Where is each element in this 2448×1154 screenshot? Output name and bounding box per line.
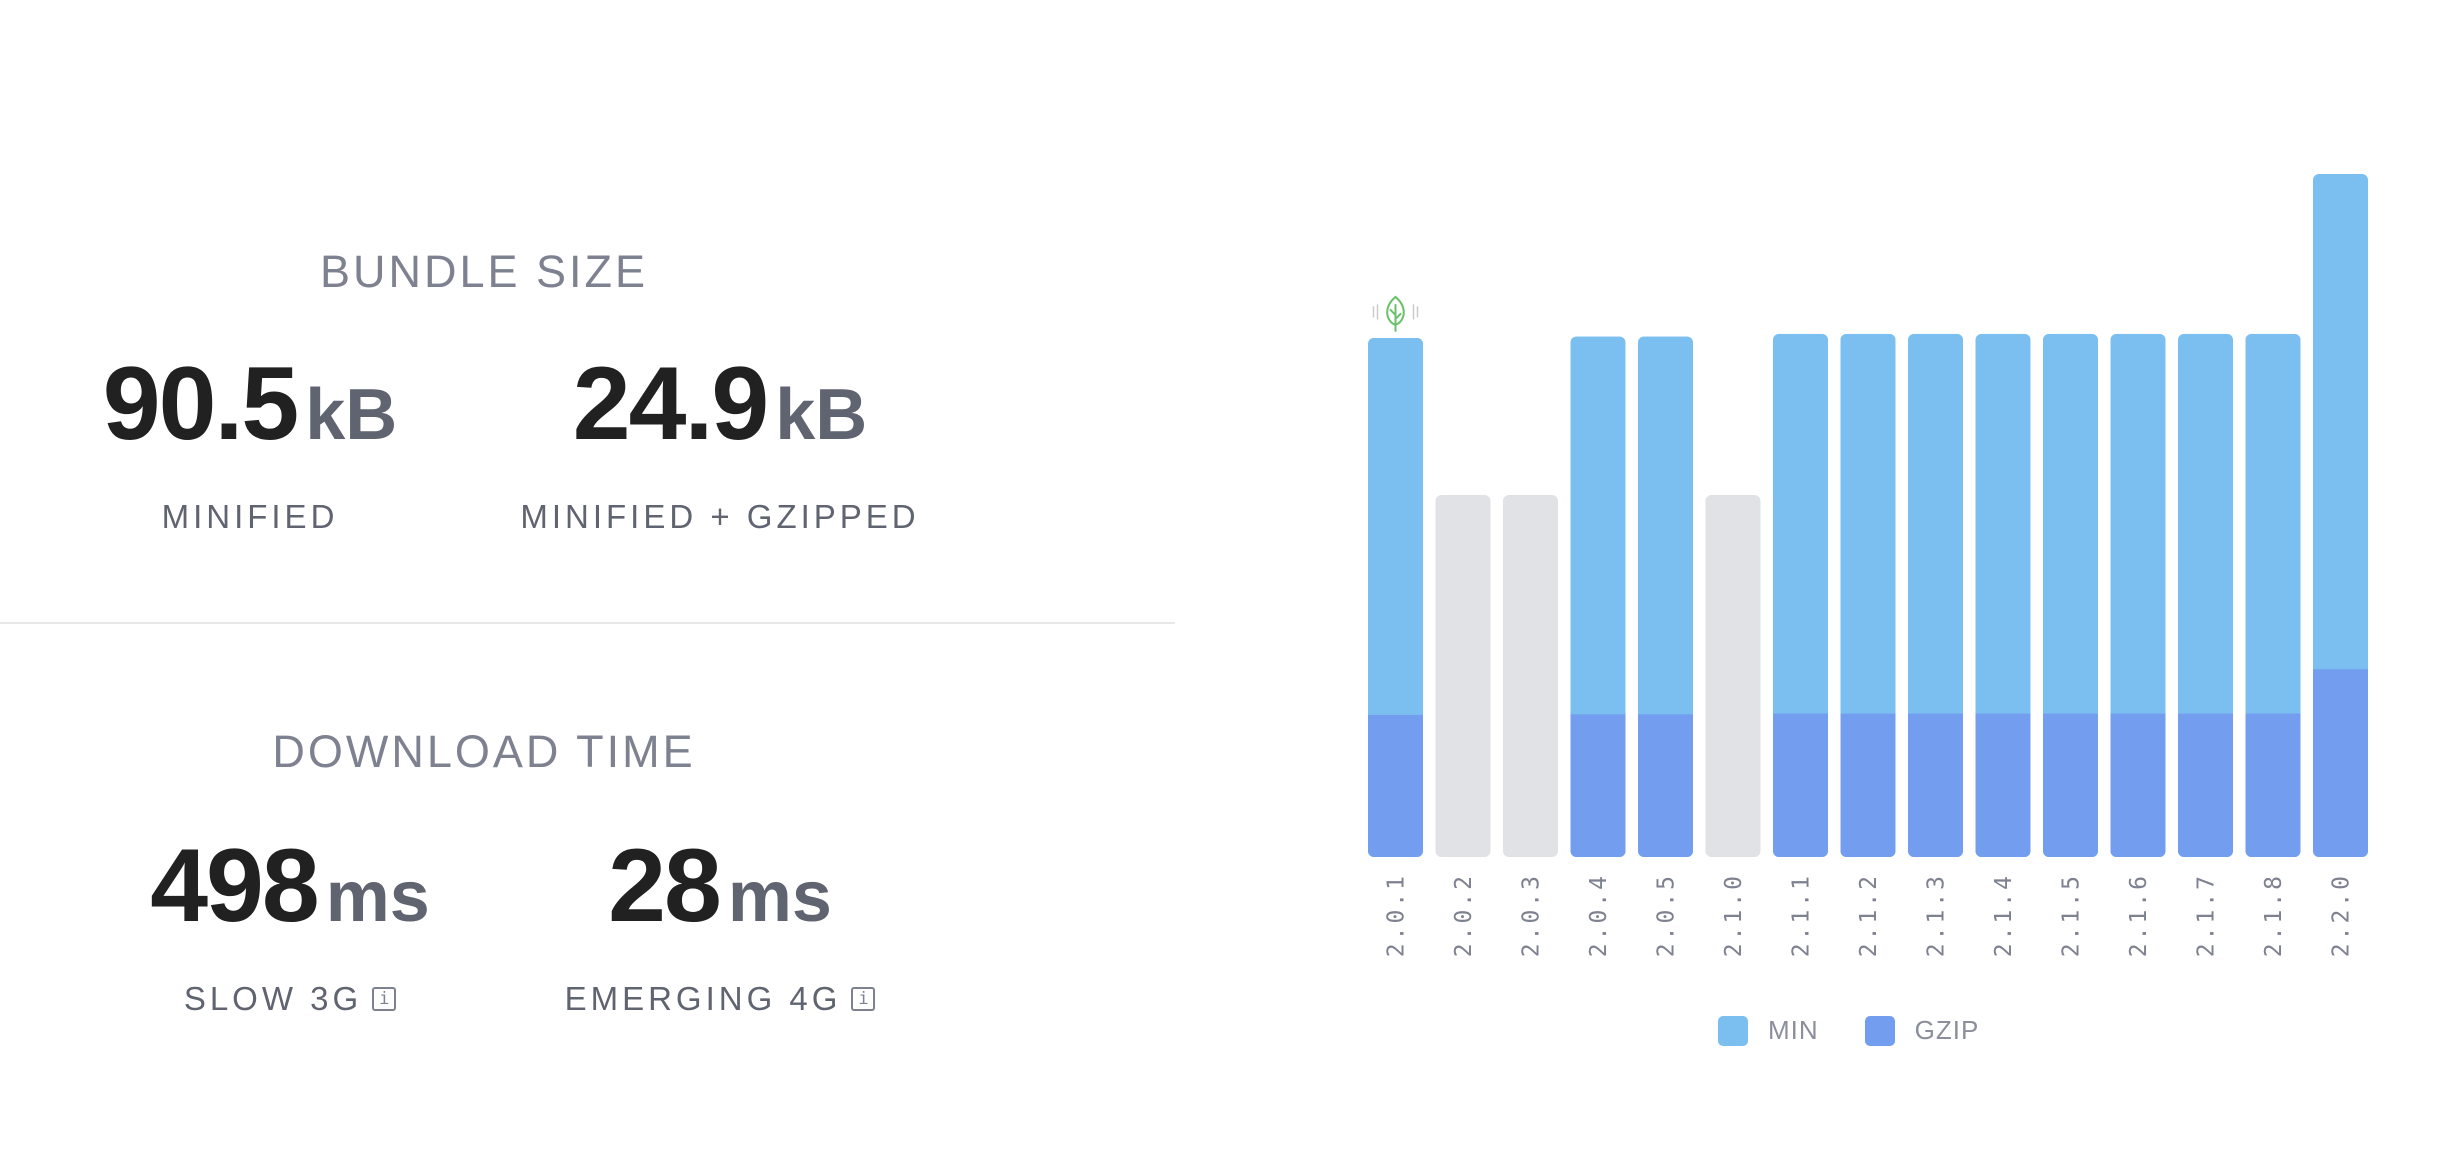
legend-item-min: MIN <box>1718 1015 1819 1046</box>
bar-group-2.1.0[interactable]: 2.1.0 <box>1705 495 1761 957</box>
minified-value: 90.5 <box>102 346 299 462</box>
tick-label: 2.1.2 <box>1856 873 1882 957</box>
leaf-icon <box>1372 295 1419 332</box>
bundle-size-title: BUNDLE SIZE <box>319 246 649 297</box>
bar-group-2.0.2[interactable]: 2.0.2 <box>1435 495 1491 957</box>
legend-label-gzip: GZIP <box>1914 1015 1980 1045</box>
section-divider <box>0 622 1175 624</box>
slow-3g-stat: 498 ms SLOW 3G i <box>90 834 490 1018</box>
slow-3g-label: SLOW 3G <box>183 980 363 1017</box>
bar-group-2.1.1[interactable]: 2.1.1 <box>1773 333 1828 957</box>
tick-label: 2.0.3 <box>1519 873 1545 957</box>
bar-group-2.0.4[interactable]: 2.0.4 <box>1570 336 1626 958</box>
info-icon[interactable]: i <box>372 987 397 1011</box>
bar-gzip[interactable] <box>2178 713 2233 857</box>
bar-gzip[interactable] <box>1975 713 2031 857</box>
bar-gzip[interactable] <box>1773 713 1828 857</box>
gzipped-unit: kB <box>775 375 868 455</box>
bar-gzip[interactable] <box>1638 714 1693 857</box>
stats-panel: BUNDLE SIZE 90.5 kB MINIFIED 24.9 kB MINIF… <box>0 0 1175 1154</box>
bar-group-2.1.6[interactable]: 2.1.6 <box>2110 333 2166 957</box>
tick-label: 2.1.4 <box>1991 873 2017 957</box>
bar-group-2.0.3[interactable]: 2.0.3 <box>1503 495 1558 957</box>
tick-label: 2.0.1 <box>1384 873 1410 957</box>
tick-label: 2.1.3 <box>1924 873 1950 957</box>
bar-gzip[interactable] <box>1840 713 1896 857</box>
bar-group-2.0.5[interactable]: 2.0.5 <box>1638 336 1693 958</box>
legend-swatch-gzip <box>1864 1015 1895 1046</box>
tick-label: 2.0.5 <box>1654 873 1680 957</box>
info-icon[interactable]: i <box>851 987 876 1011</box>
bar-group-2.1.8[interactable]: 2.1.8 <box>2245 333 2301 957</box>
bar-group-2.2.0[interactable]: 2.2.0 <box>2313 174 2368 957</box>
emerging-4g-value: 28 <box>608 828 722 944</box>
slow-3g-value: 498 <box>150 828 320 944</box>
chart-canvas: 2.0.1 2.0.2 2.0.3 2.0.4 2.0.5 2.1.0 2.1.1 2.1.2… <box>1368 174 2368 958</box>
bar-gzip[interactable] <box>2043 713 2098 857</box>
legend-swatch-min <box>1718 1015 1748 1046</box>
gzipped-value: 24.9 <box>572 346 769 462</box>
emerging-4g-unit: ms <box>727 857 832 937</box>
tick-label: 2.0.2 <box>1451 873 1477 957</box>
tick-label: 2.1.0 <box>1721 873 1747 957</box>
minified-stat: 90.5 kB MINIFIED <box>50 352 450 536</box>
minified-unit: kB <box>305 375 398 455</box>
tick-label: 2.2.0 <box>2329 873 2355 957</box>
legend-item-gzip: GZIP <box>1864 1015 1980 1046</box>
legend-label-min: MIN <box>1768 1015 1819 1045</box>
slow-3g-unit: ms <box>325 857 430 937</box>
bar-group-2.1.5[interactable]: 2.1.5 <box>2043 333 2098 957</box>
bar-group-2.1.7[interactable]: 2.1.7 <box>2178 333 2233 957</box>
emerging-4g-label: EMERGING 4G <box>564 980 842 1017</box>
tick-label: 2.1.7 <box>2194 873 2220 957</box>
bar-gzip[interactable] <box>1908 713 1963 857</box>
bar-group-2.1.4[interactable]: 2.1.4 <box>1975 333 2031 957</box>
slow-3g-label-row: SLOW 3G i <box>183 980 397 1018</box>
bar-gzip[interactable] <box>2245 713 2301 857</box>
download-time-title: DOWNLOAD TIME <box>272 726 696 777</box>
bar-gzip[interactable] <box>1368 714 1423 857</box>
bar-unavailable[interactable] <box>1435 495 1491 857</box>
bar-group-2.1.2[interactable]: 2.1.2 <box>1840 333 1896 957</box>
bar-gzip[interactable] <box>2313 669 2368 857</box>
tick-label: 2.1.6 <box>2126 873 2152 957</box>
version-size-chart: 2.0.1 2.0.2 2.0.3 2.0.4 2.0.5 2.1.0 2.1.1 2.1.2… <box>1340 140 2390 1040</box>
chart-legend: MIN GZIP <box>1718 1015 1979 1046</box>
bar-gzip[interactable] <box>2110 713 2166 857</box>
tick-label: 2.1.5 <box>2059 873 2085 957</box>
tick-label: 2.1.8 <box>2261 873 2287 957</box>
tick-label: 2.0.4 <box>1586 873 1612 957</box>
bar-gzip[interactable] <box>1570 714 1626 857</box>
emerging-4g-stat: 28 ms EMERGING 4G i <box>510 834 930 1018</box>
gzipped-stat: 24.9 kB MINIFIED + GZIPPED <box>500 352 940 536</box>
bar-unavailable[interactable] <box>1705 495 1761 857</box>
emerging-4g-label-row: EMERGING 4G i <box>565 980 876 1018</box>
bar-group-2.1.3[interactable]: 2.1.3 <box>1908 333 1963 957</box>
bar-group-2.0.1[interactable]: 2.0.1 <box>1368 295 1423 957</box>
tick-label: 2.1.1 <box>1789 873 1815 957</box>
minified-label: MINIFIED <box>161 498 339 535</box>
gzipped-label: MINIFIED + GZIPPED <box>520 498 920 535</box>
bar-unavailable[interactable] <box>1503 495 1558 857</box>
